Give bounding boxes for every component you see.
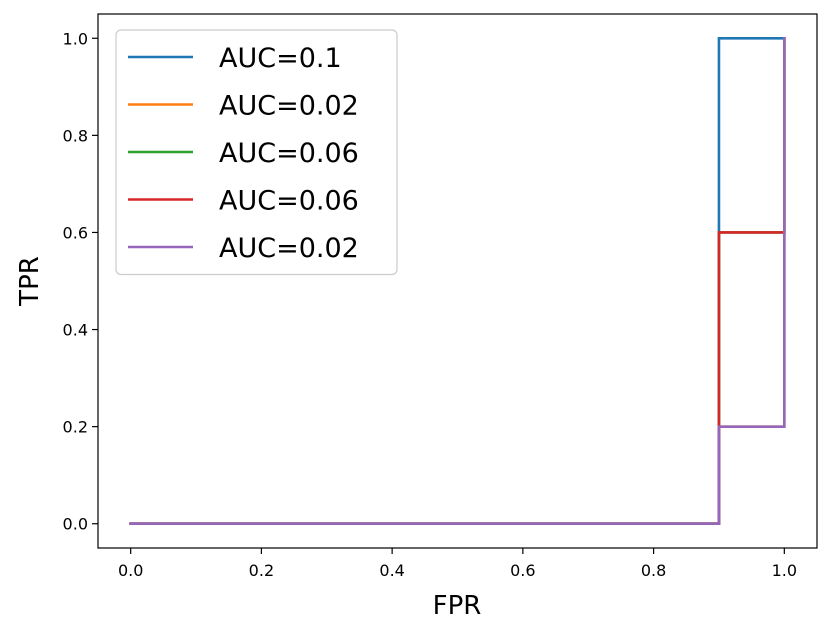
legend-label-3: AUC=0.06 xyxy=(219,186,359,217)
x-axis-title: FPR xyxy=(433,591,482,621)
y-tick-label-0: 0.0 xyxy=(63,515,88,534)
x-tick-label-5: 1.0 xyxy=(772,561,797,580)
x-axis: 0.0 0.2 0.4 0.6 0.8 1.0 xyxy=(118,548,797,580)
x-tick-label-3: 0.6 xyxy=(510,561,535,580)
series-line-4 xyxy=(129,36,786,526)
y-tick-label-3: 0.6 xyxy=(63,223,88,242)
legend-label-2: AUC=0.06 xyxy=(219,138,359,169)
plot-frame xyxy=(97,13,818,549)
legend-label-4: AUC=0.02 xyxy=(219,233,359,264)
legend: AUC=0.1 AUC=0.02 AUC=0.06 AUC=0.06 AUC=0.02 xyxy=(115,29,398,276)
y-tick-label-4: 0.8 xyxy=(63,126,88,145)
y-axis: 0.0 0.2 0.4 0.6 0.8 1.0 xyxy=(63,29,98,534)
x-tick-label-1: 0.2 xyxy=(249,561,274,580)
y-axis-title: TPR xyxy=(15,256,45,307)
legend-label-0: AUC=0.1 xyxy=(219,43,342,74)
plot-area xyxy=(97,13,818,549)
y-tick-label-2: 0.4 xyxy=(63,321,88,340)
legend-label-1: AUC=0.02 xyxy=(219,91,359,122)
y-tick-label-5: 1.0 xyxy=(63,29,88,48)
y-tick-label-1: 0.2 xyxy=(63,418,88,437)
series-layer xyxy=(129,36,786,526)
x-tick-label-4: 0.8 xyxy=(641,561,666,580)
x-tick-label-0: 0.0 xyxy=(118,561,143,580)
x-tick-label-2: 0.4 xyxy=(379,561,404,580)
legend-box xyxy=(115,29,398,276)
